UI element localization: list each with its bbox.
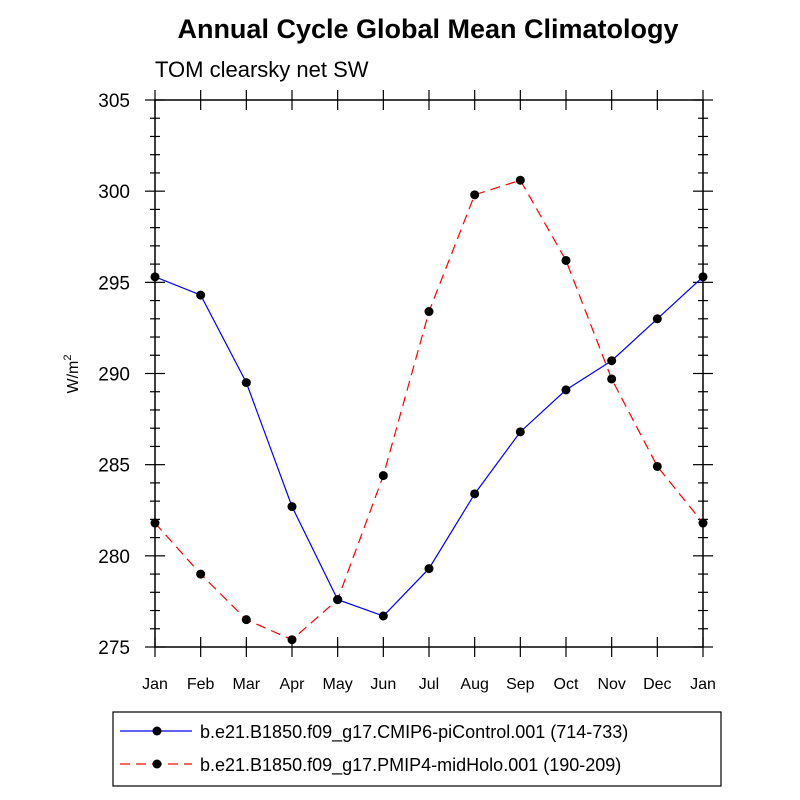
series-1-point bbox=[424, 307, 434, 317]
x-tick-label: Feb bbox=[187, 676, 215, 693]
series-1-point bbox=[333, 595, 343, 605]
series-layer bbox=[150, 175, 708, 645]
chart-subtitle: TOM clearsky net SW bbox=[155, 57, 369, 82]
series-0-point bbox=[287, 502, 297, 512]
series-0-point bbox=[196, 290, 206, 300]
x-tick-label: Oct bbox=[554, 676, 579, 693]
series-1-point bbox=[470, 190, 480, 200]
svg-text:W/m2: W/m2 bbox=[62, 355, 82, 394]
series-1-point bbox=[607, 374, 617, 384]
axis-ticks: 275 280 285 290 295 300 305 Jan Feb Mar Apr May Jun J… bbox=[98, 90, 716, 693]
y-tick-label: 275 bbox=[98, 638, 130, 659]
series-1-point bbox=[652, 461, 662, 471]
series-0-point bbox=[607, 356, 617, 366]
x-tick-label: May bbox=[323, 676, 353, 693]
series-0-point bbox=[515, 427, 525, 437]
x-tick-label: Sep bbox=[506, 676, 535, 693]
series-1-point bbox=[287, 635, 297, 645]
y-axis-label: W/m2 bbox=[62, 355, 82, 394]
x-tick-label: Jan bbox=[142, 676, 168, 693]
y-tick-label: 305 bbox=[98, 91, 130, 112]
series-1-point bbox=[698, 518, 708, 528]
legend: b.e21.B1850.f09_g17.CMIP6-piControl.001 … bbox=[112, 711, 722, 787]
x-tick-label: Jan bbox=[690, 676, 716, 693]
series-0-point bbox=[378, 611, 388, 621]
y-axis-label-base: W/m bbox=[65, 361, 82, 394]
x-tick-label: Jun bbox=[370, 676, 396, 693]
x-tick-label: Nov bbox=[597, 676, 625, 693]
series-1-point bbox=[561, 255, 571, 265]
series-0-point bbox=[424, 564, 434, 574]
y-axis-label-sup: 2 bbox=[62, 355, 74, 361]
chart-title: Annual Cycle Global Mean Climatology bbox=[177, 14, 678, 44]
y-tick-label: 280 bbox=[98, 547, 130, 568]
x-tick-label: Mar bbox=[233, 676, 261, 693]
series-1-point bbox=[241, 615, 251, 625]
y-tick-label: 290 bbox=[98, 365, 130, 386]
series-0-point bbox=[241, 378, 251, 388]
series-0-point bbox=[470, 489, 480, 499]
x-tick-label: Aug bbox=[460, 676, 488, 693]
legend-items: b.e21.B1850.f09_g17.CMIP6-piControl.001 … bbox=[120, 722, 628, 776]
legend-label-0: b.e21.B1850.f09_g17.CMIP6-piControl.001 … bbox=[200, 722, 628, 743]
y-tick-label: 295 bbox=[98, 273, 130, 294]
series-0-point bbox=[150, 272, 160, 282]
series-1-point bbox=[378, 471, 388, 481]
series-0-point bbox=[698, 272, 708, 282]
x-tick-label: Jul bbox=[419, 676, 439, 693]
legend-box bbox=[112, 711, 722, 787]
series-0-point bbox=[652, 314, 662, 324]
legend-marker-1 bbox=[152, 759, 162, 769]
legend-label-1: b.e21.B1850.f09_g17.PMIP4-midHolo.001 (1… bbox=[200, 755, 621, 776]
x-tick-label: Dec bbox=[643, 676, 671, 693]
series-1-point bbox=[150, 518, 160, 528]
series-1-point bbox=[196, 569, 206, 579]
x-tick-label: Apr bbox=[280, 676, 306, 693]
legend-marker-0 bbox=[152, 726, 162, 736]
series-1-point bbox=[515, 175, 525, 185]
y-tick-label: 285 bbox=[98, 456, 130, 477]
y-tick-label: 300 bbox=[98, 182, 130, 203]
series-0-point bbox=[561, 385, 571, 395]
